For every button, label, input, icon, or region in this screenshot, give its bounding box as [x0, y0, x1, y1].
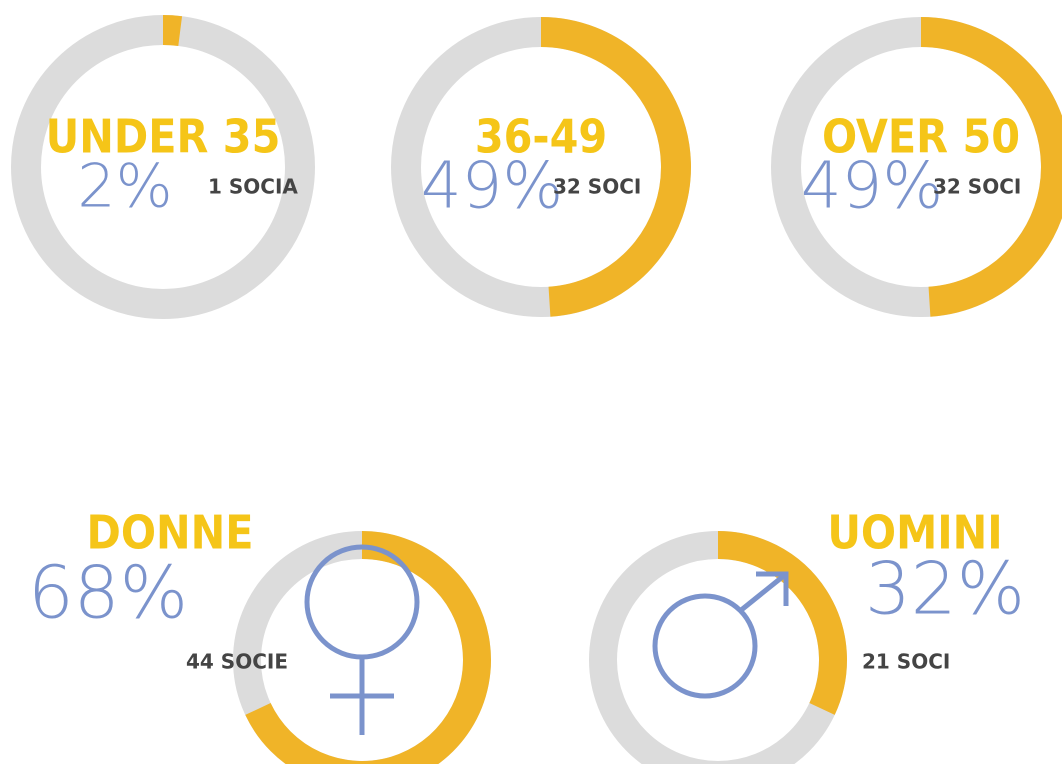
- donut-arc: [717, 531, 847, 715]
- donut-title: UNDER 35: [46, 110, 281, 164]
- donut-arc: [245, 531, 491, 764]
- donut-arc: [540, 17, 691, 317]
- donut-arc: [920, 17, 1062, 317]
- donut-title: DONNE: [86, 506, 253, 560]
- count-label: 32 SOCI: [553, 175, 641, 199]
- count-label: 44 SOCIE: [186, 650, 288, 674]
- donut-arc: [162, 15, 183, 46]
- donut-chart: UNDER 352% 1 SOCIA: [11, 15, 315, 319]
- donut-title: UOMINI: [827, 506, 1002, 560]
- percent-label: 49%: [421, 150, 563, 224]
- donut-title: OVER 50: [822, 110, 1020, 164]
- donut-title: 36-49: [475, 110, 607, 164]
- percent-label: 68%: [28, 551, 188, 635]
- percent-label: 2%: [77, 152, 172, 222]
- count-label: 32 SOCI: [933, 175, 1021, 199]
- count-label: 1 SOCIA: [208, 175, 298, 199]
- percent-label: 49%: [801, 150, 943, 224]
- venus-symbol: [304, 544, 420, 735]
- percent-label: 32%: [865, 547, 1025, 631]
- mars-symbol: [652, 571, 789, 699]
- count-label: 21 SOCI: [862, 650, 950, 674]
